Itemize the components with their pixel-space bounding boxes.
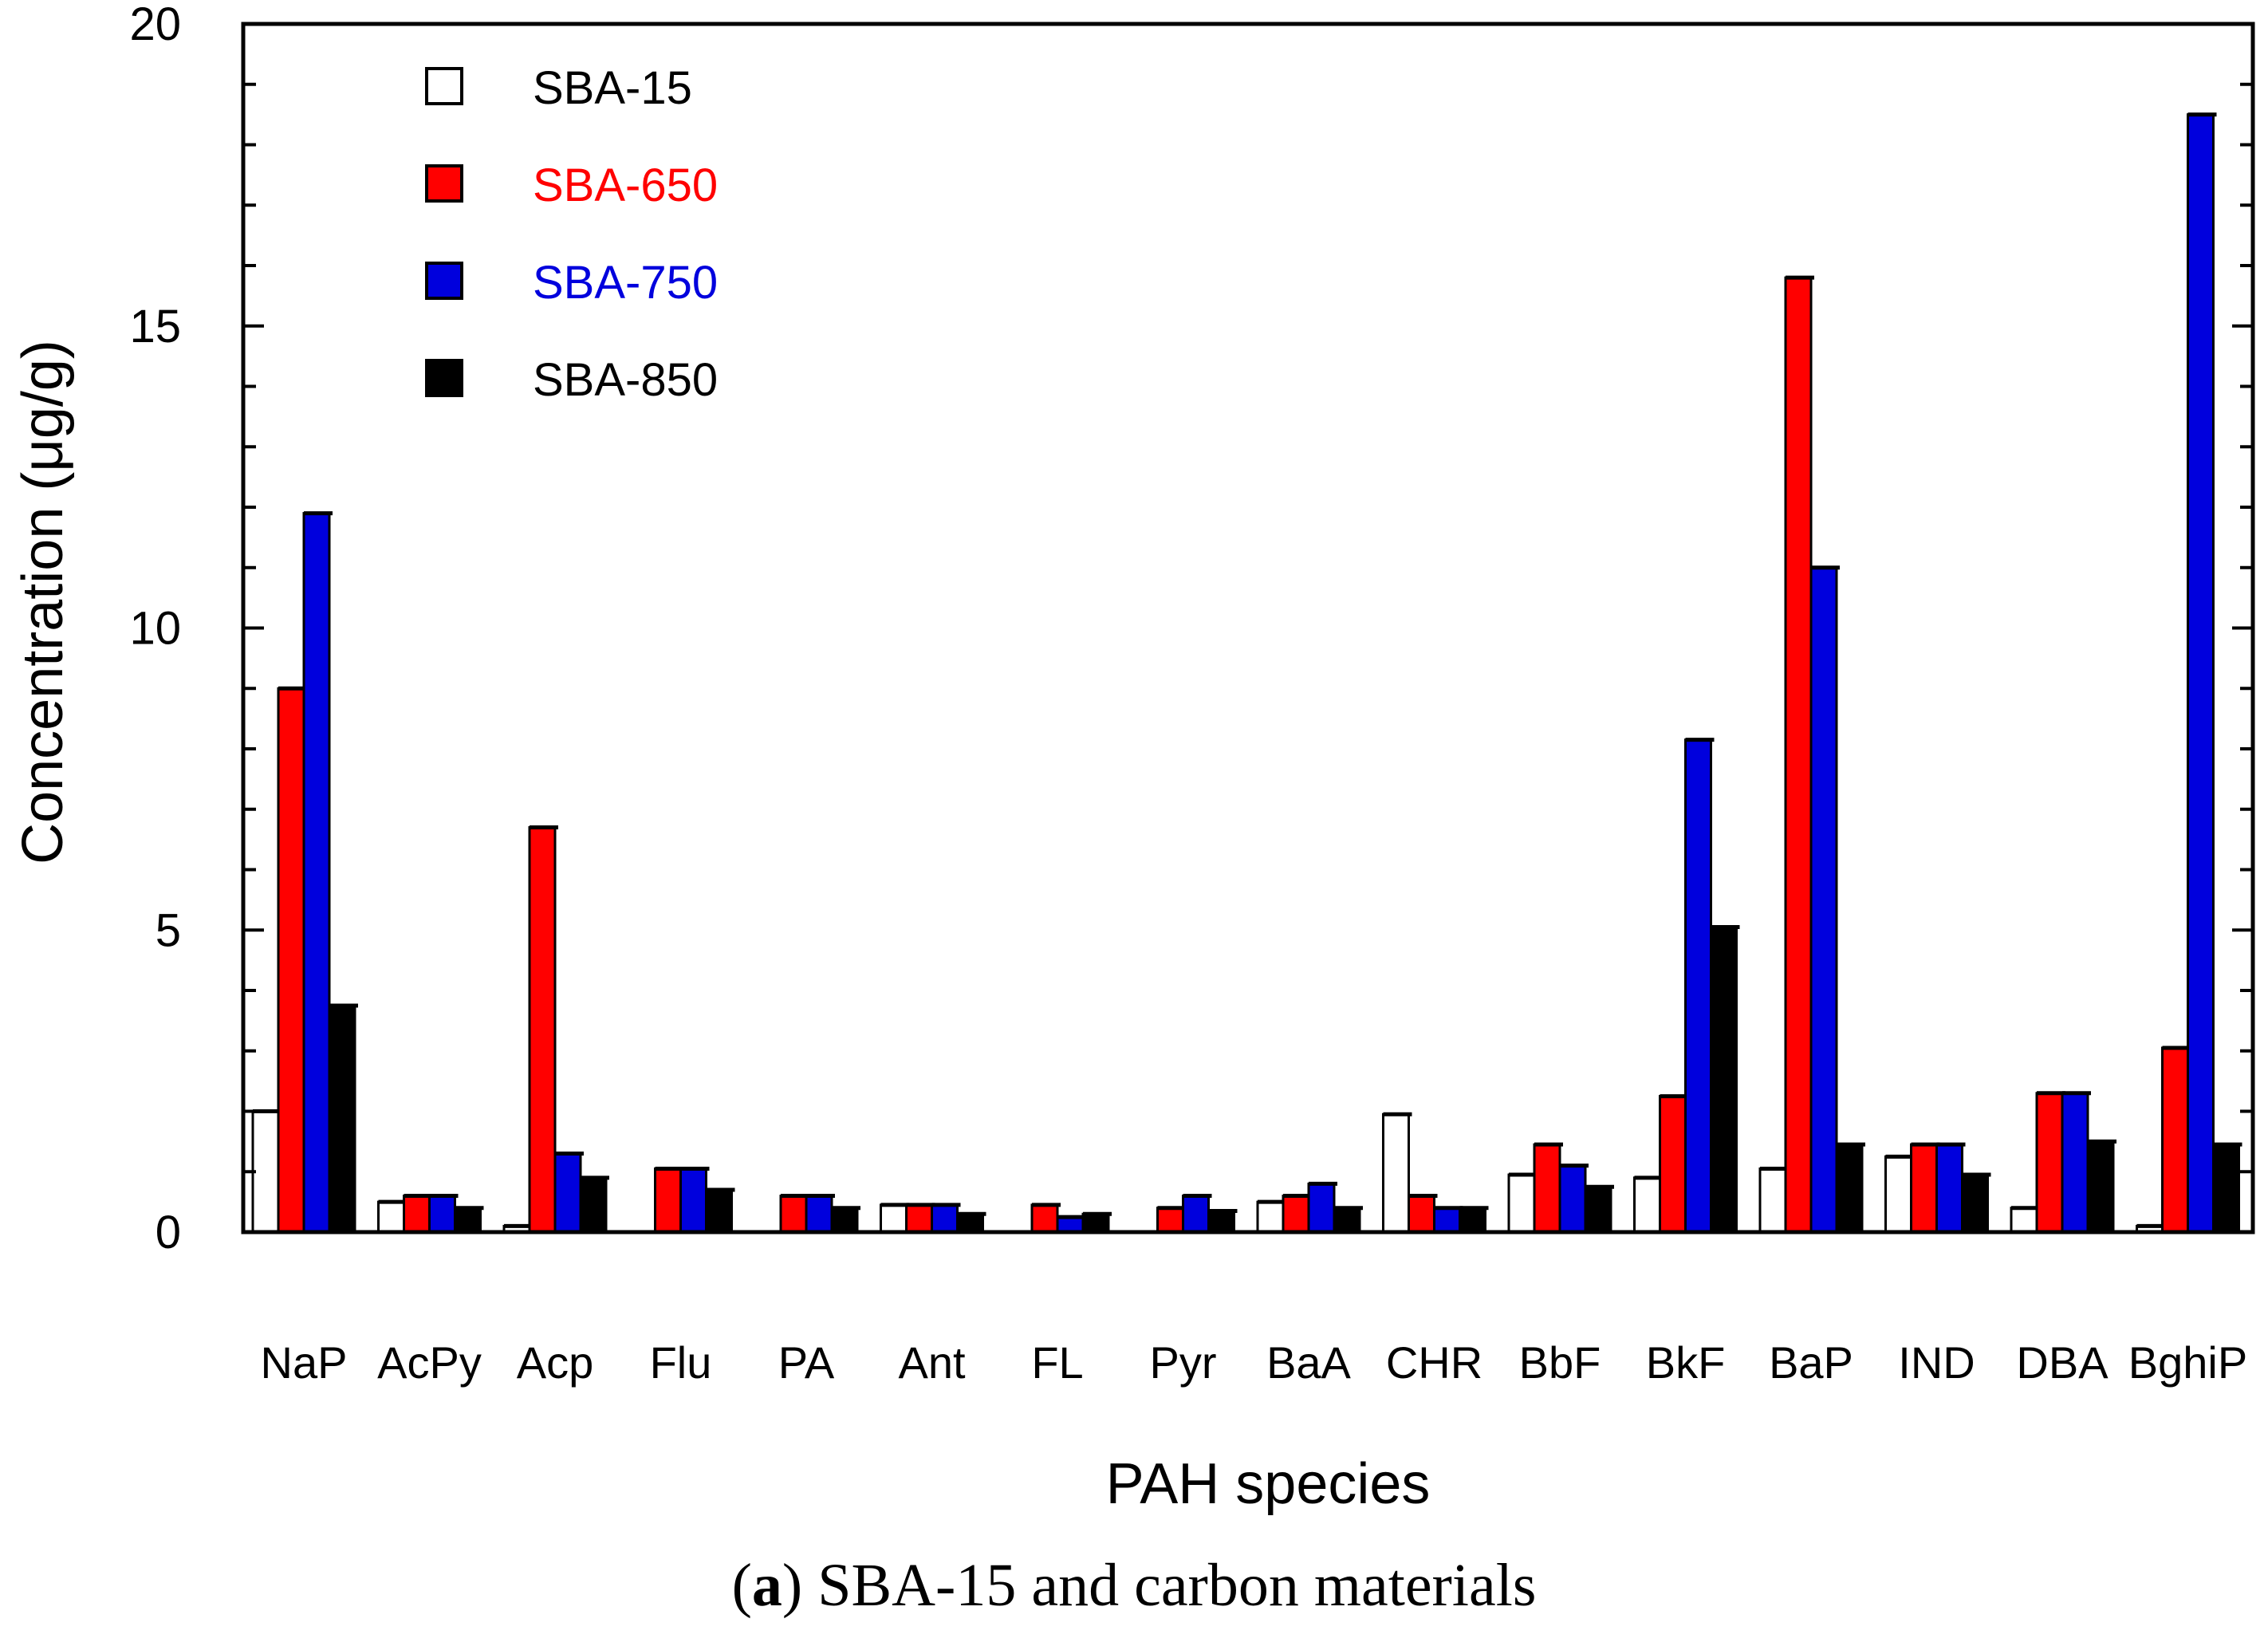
category-label-NaP: NaP <box>261 1337 348 1388</box>
y-tick-label: 0 <box>156 1207 181 1258</box>
y-tick-label: 20 <box>129 0 181 50</box>
bar-NaP-SBA-15 <box>251 1110 280 1234</box>
bar-BaP-SBA-650 <box>1784 276 1813 1234</box>
legend-swatch-SBA-750 <box>425 262 463 300</box>
bar-DBA-SBA-650 <box>2035 1092 2064 1234</box>
bar-Acp-SBA-750 <box>553 1152 582 1234</box>
category-label-BghiP: BghiP <box>2128 1337 2247 1388</box>
bar-BaP-SBA-15 <box>1758 1167 1787 1234</box>
y-tick-label: 15 <box>129 301 181 352</box>
bar-Ant-SBA-750 <box>931 1203 959 1234</box>
bar-CHR-SBA-850 <box>1459 1207 1486 1234</box>
legend-swatch-SBA-850 <box>425 359 463 397</box>
bar-NaP-SBA-850 <box>328 1004 356 1234</box>
bars-layer <box>251 112 2242 1234</box>
bar-BbF-SBA-750 <box>1558 1164 1587 1234</box>
category-label-BbF: BbF <box>1519 1337 1601 1388</box>
bar-Ant-SBA-15 <box>880 1203 908 1234</box>
bar-Ant-SBA-850 <box>956 1212 984 1234</box>
bar-PA-SBA-850 <box>830 1207 859 1234</box>
category-label-DBA: DBA <box>2016 1337 2109 1388</box>
category-label-Flu: Flu <box>650 1337 712 1388</box>
bar-BbF-SBA-15 <box>1507 1173 1536 1234</box>
caption-text: SBA-15 and carbon materials <box>817 1552 1537 1619</box>
bar-FL-SBA-850 <box>1081 1212 1110 1234</box>
bar-Flu-SBA-650 <box>654 1167 682 1234</box>
bar-Pyr-SBA-750 <box>1182 1195 1210 1234</box>
bar-BkF-SBA-750 <box>1684 738 1712 1234</box>
bar-BghiP-SBA-650 <box>2161 1046 2189 1234</box>
bar-Pyr-SBA-850 <box>1207 1209 1235 1234</box>
bar-BkF-SBA-15 <box>1633 1176 1661 1234</box>
category-label-FL: FL <box>1031 1337 1083 1388</box>
bar-BaA-SBA-15 <box>1256 1200 1285 1234</box>
bar-DBA-SBA-850 <box>2086 1140 2115 1234</box>
bar-BaP-SBA-850 <box>1835 1143 1864 1234</box>
bar-FL-SBA-750 <box>1056 1215 1085 1234</box>
bar-PA-SBA-650 <box>779 1195 808 1234</box>
y-axis-title: Concentration (μg/g) <box>11 340 75 864</box>
legend-label-SBA-15: SBA-15 <box>533 62 692 114</box>
bar-Flu-SBA-850 <box>705 1188 733 1234</box>
legend: SBA-15 SBA-650 SBA-750 SBA-850 <box>425 62 718 406</box>
bar-Pyr-SBA-650 <box>1156 1207 1184 1234</box>
bar-AcPy-SBA-850 <box>454 1207 482 1234</box>
bar-BghiP-SBA-750 <box>2187 113 2215 1234</box>
bar-PA-SBA-750 <box>805 1195 833 1234</box>
legend-swatch-SBA-15 <box>425 67 463 105</box>
category-label-PA: PA <box>778 1337 835 1388</box>
category-label-Pyr: Pyr <box>1150 1337 1217 1388</box>
legend-label-SBA-850: SBA-850 <box>533 354 718 406</box>
pah-concentration-chart: 0 5 10 15 20 NaP AcPy Acp Flu PA Ant FL Pyr BaA CHR Bb… <box>11 0 2255 1516</box>
category-label-IND: IND <box>1898 1337 1975 1388</box>
bar-Acp-SBA-850 <box>579 1176 608 1234</box>
category-label-BkF: BkF <box>1646 1337 1726 1388</box>
bar-NaP-SBA-750 <box>302 512 331 1234</box>
y-tick-label: 5 <box>156 904 181 956</box>
ticks-layer: 0 5 10 15 20 <box>129 0 2253 1258</box>
bar-BaA-SBA-750 <box>1307 1182 1336 1234</box>
category-label-Acp: Acp <box>517 1337 594 1388</box>
bar-IND-SBA-15 <box>1884 1155 1912 1234</box>
bar-CHR-SBA-650 <box>1408 1195 1435 1234</box>
y-tick-label: 10 <box>129 603 181 655</box>
bar-DBA-SBA-750 <box>2061 1092 2089 1234</box>
bar-CHR-SBA-750 <box>1433 1207 1461 1234</box>
bar-DBA-SBA-15 <box>2010 1207 2038 1234</box>
bar-AcPy-SBA-650 <box>403 1195 431 1234</box>
category-label-BaP: BaP <box>1769 1337 1853 1388</box>
caption-label: a <box>751 1552 782 1619</box>
bar-BaA-SBA-850 <box>1333 1207 1361 1234</box>
bar-IND-SBA-750 <box>1935 1143 1963 1234</box>
bar-BaP-SBA-750 <box>1809 566 1838 1234</box>
bar-BbF-SBA-650 <box>1533 1143 1561 1234</box>
legend-label-SBA-650: SBA-650 <box>533 159 718 211</box>
bar-BkF-SBA-850 <box>1710 925 1738 1234</box>
category-labels: NaP AcPy Acp Flu PA Ant FL Pyr BaA CHR BbF BkF BaP IN… <box>261 1337 2248 1388</box>
bar-BghiP-SBA-850 <box>2212 1143 2240 1234</box>
bar-BbF-SBA-850 <box>1584 1185 1612 1234</box>
category-label-AcPy: AcPy <box>377 1337 482 1388</box>
bar-CHR-SBA-15 <box>1382 1112 1410 1234</box>
bar-Acp-SBA-650 <box>528 825 557 1234</box>
legend-swatch-SBA-650 <box>425 164 463 203</box>
bar-BkF-SBA-650 <box>1659 1095 1687 1234</box>
x-axis-title: PAH species <box>1106 1452 1431 1516</box>
legend-label-SBA-750: SBA-750 <box>533 257 718 309</box>
bar-BaA-SBA-650 <box>1282 1195 1310 1234</box>
category-label-Ant: Ant <box>898 1337 965 1388</box>
bar-AcPy-SBA-750 <box>428 1195 456 1234</box>
bar-IND-SBA-850 <box>1961 1173 1989 1234</box>
category-label-BaA: BaA <box>1266 1337 1351 1388</box>
figure-caption: (a) SBA-15 and carbon materials <box>731 1552 1537 1619</box>
bar-IND-SBA-650 <box>1910 1143 1938 1234</box>
bar-NaP-SBA-650 <box>277 687 305 1234</box>
bar-Flu-SBA-750 <box>679 1167 707 1234</box>
category-label-CHR: CHR <box>1386 1337 1482 1388</box>
bar-AcPy-SBA-15 <box>377 1200 405 1234</box>
bar-FL-SBA-650 <box>1030 1203 1059 1234</box>
bar-Ant-SBA-650 <box>905 1203 933 1234</box>
